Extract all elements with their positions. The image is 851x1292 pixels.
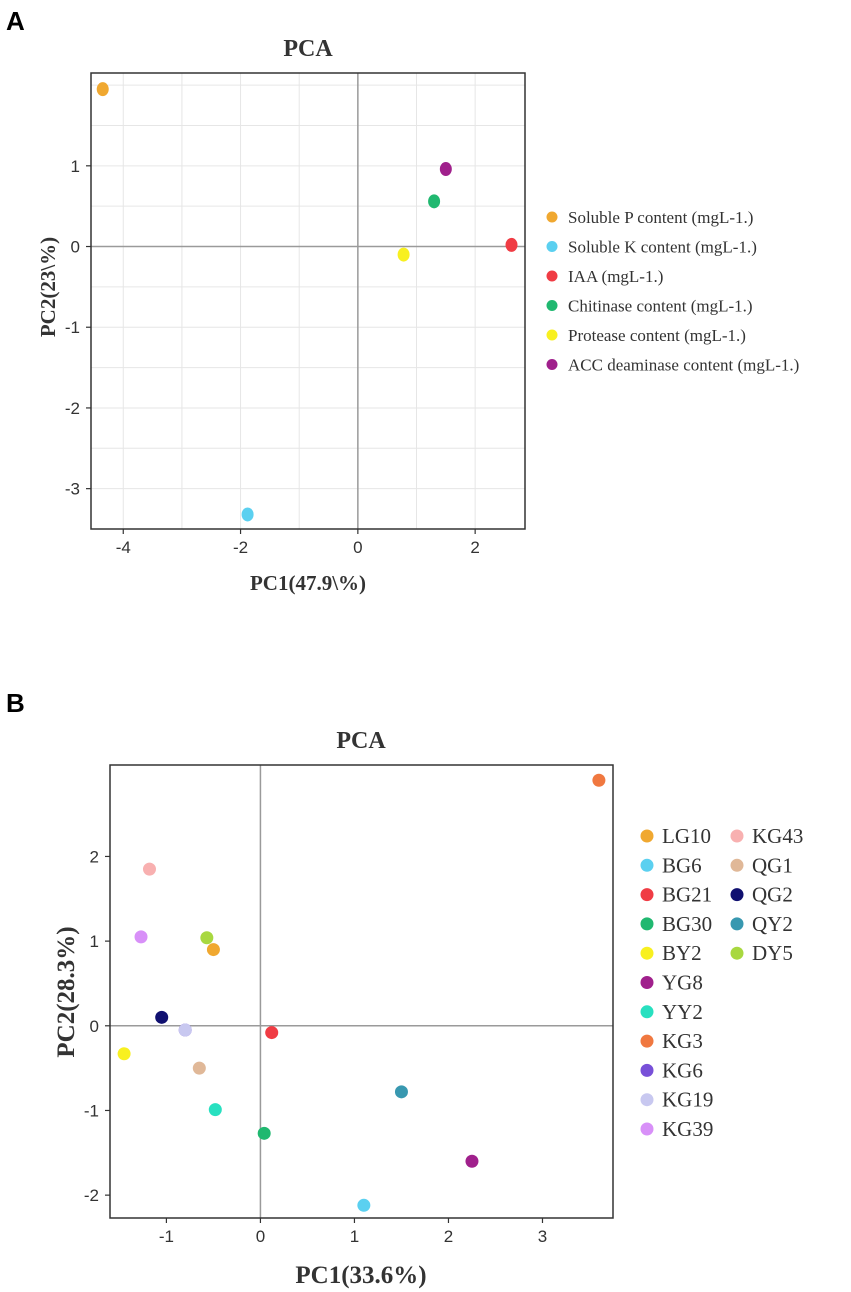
chart-a-plot-frame — [90, 72, 526, 530]
chart-b-legend-label: DY5 — [752, 941, 793, 965]
chart-b-legend-marker — [730, 829, 744, 843]
chart-b-legend-label: YY2 — [662, 1000, 703, 1024]
chart-b-legend-marker — [730, 858, 744, 872]
chart-b-y-axis-label: PC2(28.3%) — [53, 926, 80, 1057]
chart-a-plot: -4 -2 0 2 1 0 -1 -2 -3 Soluble P content (mgL-1.)… — [65, 72, 799, 557]
chart-b-point-by2 — [117, 1047, 131, 1061]
chart-a-x-tick-label: 2 — [470, 538, 479, 557]
chart-b-legend-label: BG6 — [662, 853, 702, 877]
chart-b-point-qg1 — [192, 1061, 206, 1075]
chart-a-x-tick-label: -2 — [233, 538, 248, 557]
chart-b-legend-marker — [640, 1122, 654, 1136]
chart-b-point-qg2 — [155, 1010, 169, 1024]
chart-a-legend-label: Protease content (mgL-1.) — [568, 326, 746, 345]
chart-a-legend-marker — [546, 329, 558, 341]
chart-b-y-tick-label: 1 — [90, 932, 99, 951]
chart-b-legend-marker — [730, 917, 744, 931]
chart-a-title: PCA — [283, 36, 333, 62]
chart-a-y-axis-label: PC2(23\%) — [36, 237, 60, 337]
chart-b-title: PCA — [336, 728, 386, 754]
chart-b-legend-label: KG6 — [662, 1058, 703, 1082]
panel-letter-b: B — [6, 688, 25, 718]
chart-b-legend-marker — [640, 976, 654, 989]
chart-a-point-acc-deaminase-content-mgl-1 — [439, 162, 452, 177]
chart-b-legend-label: BG21 — [662, 883, 712, 907]
chart-a-point-soluble-p-content-mgl-1 — [96, 82, 109, 97]
chart-a-legend-label: IAA (mgL-1.) — [568, 267, 663, 286]
chart-a-y-tick-label: -3 — [65, 480, 80, 499]
chart-b-legend-marker — [640, 946, 654, 960]
chart-b-point-qy2 — [394, 1085, 408, 1099]
chart-b-point-bg30 — [257, 1126, 271, 1140]
chart-b-point-lg10 — [206, 943, 220, 957]
chart-a-point-chitinase-content-mgl-1 — [428, 194, 441, 209]
chart-a-legend-marker — [546, 300, 558, 311]
chart-b-y-tick-label: 2 — [90, 847, 99, 866]
chart-b-y-tick-label: 0 — [90, 1017, 99, 1036]
chart-b-legend-label: KG39 — [662, 1117, 713, 1141]
chart-b-point-yg8 — [465, 1154, 479, 1168]
panel-letter-a: A — [6, 6, 25, 36]
chart-a-legend-label: Soluble P content (mgL-1.) — [568, 208, 753, 227]
chart-a-y-tick-label: -1 — [65, 318, 80, 337]
chart-b-y-tick-label: -1 — [84, 1101, 99, 1120]
chart-b-legend-marker — [640, 888, 654, 902]
chart-a-legend-marker — [546, 270, 558, 282]
chart-a-y-tick-label: 1 — [71, 157, 80, 176]
chart-b-point-yy2 — [208, 1103, 222, 1117]
chart-b-legend-marker — [640, 917, 654, 931]
chart-b-point-bg21 — [265, 1026, 279, 1040]
chart-b-x-tick-label: -1 — [159, 1227, 174, 1246]
chart-a-legend-marker — [546, 241, 558, 252]
chart-b-point-kg43 — [142, 862, 156, 876]
chart-b-point-bg6 — [357, 1198, 371, 1212]
chart-a-point-soluble-k-content-mgl-1 — [241, 507, 254, 522]
chart-b-legend-label: KG19 — [662, 1088, 713, 1112]
chart-b-x-tick-label: 0 — [256, 1227, 265, 1246]
chart-b-legend-label: QY2 — [752, 912, 793, 936]
chart-b-legend-marker — [730, 888, 744, 902]
chart-a-x-tick-label: 0 — [353, 538, 362, 557]
chart-b-x-tick-label: 1 — [350, 1227, 359, 1246]
chart-b-legend-label: QG2 — [752, 883, 793, 907]
chart-b-legend-marker — [640, 829, 654, 843]
chart-a-y-tick-label: 0 — [71, 238, 80, 257]
chart-a-point-protease-content-mgl-1 — [397, 247, 410, 262]
chart-b-plot: -1 0 1 2 3 2 1 0 -1 -2 LG10 BG6 BG21 BG30 BY2 YG8 YY2 KG3… — [84, 764, 803, 1246]
chart-b-legend-label: BY2 — [662, 941, 702, 965]
chart-b-point-dy5 — [200, 931, 214, 945]
chart-b-point-kg39 — [134, 930, 148, 944]
chart-b-legend-label: KG43 — [752, 824, 803, 848]
chart-b-y-tick-label: -2 — [84, 1186, 99, 1205]
chart-b-legend-marker — [640, 1063, 654, 1077]
chart-a-legend-label: Soluble K content (mgL-1.) — [568, 238, 757, 257]
chart-a-x-axis-label: PC1(47.9\%) — [250, 571, 366, 595]
chart-b-legend-label: BG30 — [662, 912, 712, 936]
chart-b-legend-label: YG8 — [662, 971, 703, 995]
chart-b-legend-marker — [640, 858, 654, 872]
chart-a-x-tick-label: -4 — [116, 538, 131, 557]
chart-a-point-iaa-mgl-1 — [505, 237, 518, 252]
chart-b-legend-marker — [730, 946, 744, 960]
chart-a-legend-marker — [546, 211, 558, 223]
chart-b-x-tick-label: 2 — [444, 1227, 453, 1246]
chart-b-x-tick-label: 3 — [538, 1227, 547, 1246]
chart-b-legend-marker — [640, 1005, 654, 1019]
chart-a-legend-marker — [546, 359, 558, 370]
chart-b-legend-label: KG3 — [662, 1029, 703, 1053]
chart-a-legend-label: Chitinase content (mgL-1.) — [568, 297, 753, 316]
chart-b-plot-frame — [109, 764, 614, 1219]
chart-a-y-tick-label: -2 — [65, 399, 80, 418]
chart-b-point-kg19 — [178, 1023, 192, 1037]
chart-b-legend-label: QG1 — [752, 853, 793, 877]
chart-a-legend-label: ACC deaminase content (mgL-1.) — [568, 356, 799, 375]
chart-b-x-axis-label: PC1(33.6%) — [295, 1262, 426, 1289]
chart-b-point-kg3 — [592, 773, 606, 787]
chart-b-legend-label: LG10 — [662, 824, 711, 848]
chart-b-legend-marker — [640, 1034, 654, 1048]
chart-b-legend-marker — [640, 1093, 654, 1107]
